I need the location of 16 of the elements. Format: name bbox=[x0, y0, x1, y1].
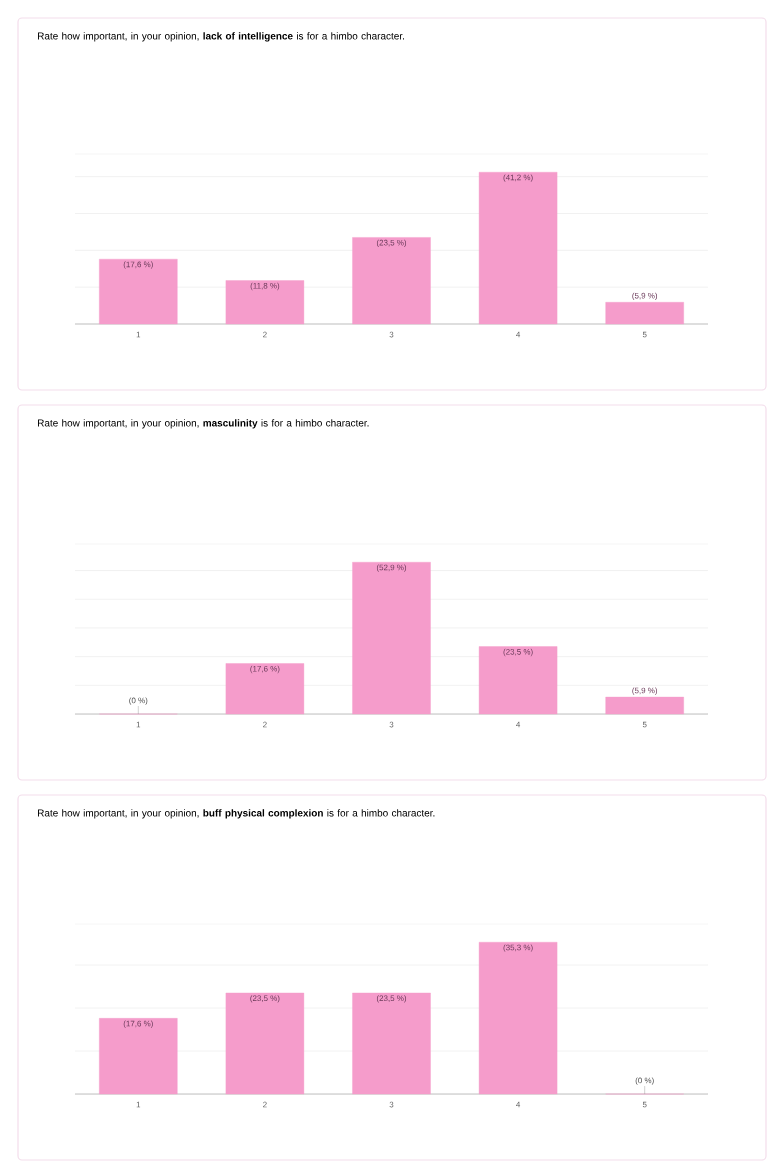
bar bbox=[225, 992, 305, 1095]
chart-title: Rate how important, in your opinion, masculinity is for a himbo character. bbox=[38, 419, 369, 429]
bar bbox=[478, 942, 558, 1095]
bar bbox=[99, 1018, 178, 1095]
bar bbox=[605, 302, 684, 325]
bar bbox=[352, 992, 431, 1095]
bar bbox=[99, 258, 178, 325]
bar bbox=[225, 280, 305, 325]
bar bbox=[352, 562, 431, 715]
bar bbox=[605, 696, 684, 715]
chart-title: Rate how important, in your opinion, lack of intelligence is for a himbo character. bbox=[38, 32, 404, 42]
chart-title: Rate how important, in your opinion, buff physical complexion is for a himbo character. bbox=[38, 809, 435, 819]
bar bbox=[478, 172, 558, 325]
bar bbox=[478, 646, 558, 715]
bar bbox=[225, 663, 305, 715]
bar bbox=[352, 237, 431, 325]
